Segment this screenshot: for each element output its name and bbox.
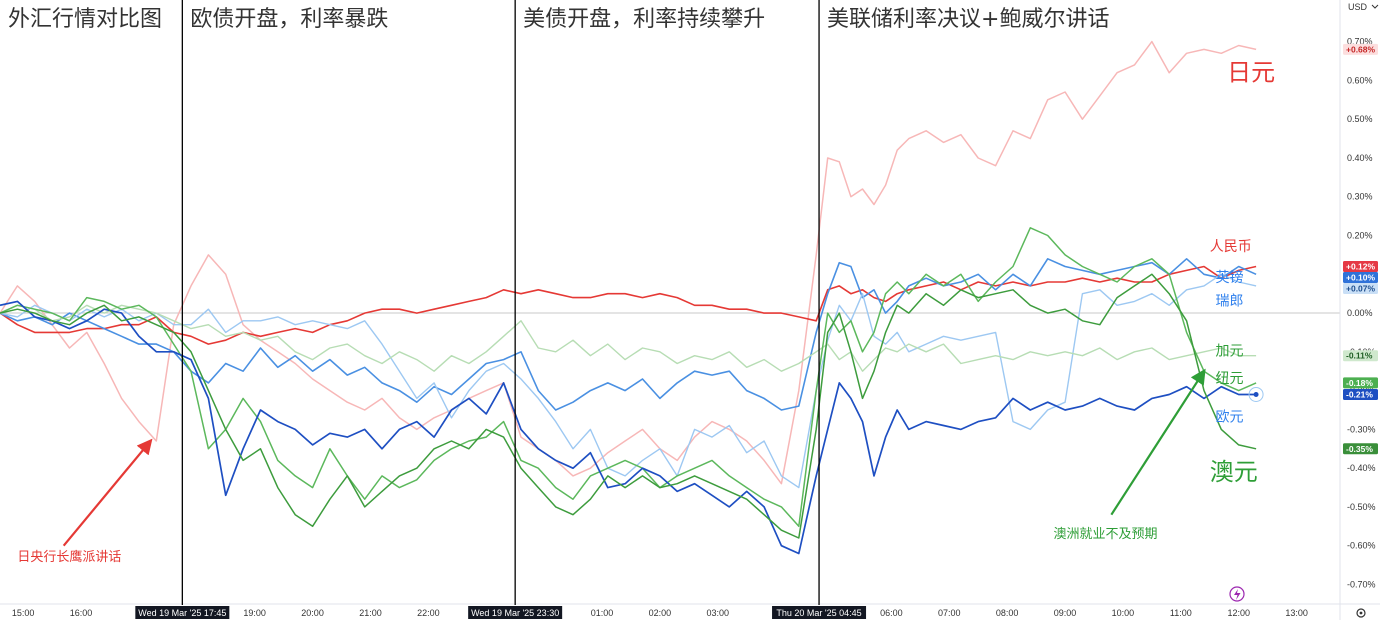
- series-label: 纽元: [1216, 371, 1244, 387]
- y-tick-label: -0.60%: [1347, 541, 1376, 551]
- y-tick-label: -0.70%: [1347, 579, 1376, 589]
- x-tick-label: 07:00: [938, 608, 961, 618]
- series-layer: [0, 40, 1264, 555]
- chevron-down-icon[interactable]: [1371, 4, 1379, 9]
- series-line-2: [0, 258, 1257, 411]
- last-value-badge-text: -0.18%: [1346, 378, 1373, 388]
- segment-title: 美联储利率决议+鲍威尔讲话: [827, 7, 1109, 32]
- series-label: 欧元: [1216, 410, 1244, 426]
- divider-time-label: Thu 20 Mar '25 04:45: [776, 608, 861, 618]
- x-tick-label: 20:00: [301, 608, 324, 618]
- last-value-badge: [1343, 388, 1378, 400]
- segment-title: 美债开盘，利率持续攀升: [523, 7, 765, 32]
- last-value-badge: [1343, 350, 1378, 362]
- x-axis: 15:00 16:00 19:00 20:00 21:00 22:00 01:00 02:00…: [12, 606, 1308, 619]
- last-value-badge-text: +0.12%: [1346, 262, 1376, 272]
- divider-time-label: Wed 19 Mar '25 23:30: [471, 608, 559, 618]
- x-tick-label: 13:00: [1285, 608, 1308, 618]
- last-value-badge-text: -0.11%: [1346, 351, 1373, 361]
- y-tick-label: 0.60%: [1347, 75, 1373, 85]
- series-line-4: [0, 304, 1257, 372]
- series-label: 澳元: [1210, 458, 1258, 486]
- x-tick-label: 21:00: [359, 608, 382, 618]
- y-tick-label: -0.30%: [1347, 424, 1376, 434]
- x-tick-label: 12:00: [1227, 608, 1250, 618]
- lightning-icon[interactable]: [1229, 586, 1245, 602]
- series-label: 加元: [1216, 344, 1244, 360]
- lightning-icon-button[interactable]: [1229, 586, 1245, 602]
- currency-selector[interactable]: USD: [1348, 2, 1379, 12]
- annotation-arrow: [62, 438, 153, 547]
- x-tick-label: 11:00: [1170, 608, 1192, 618]
- annotation-arrow: [1110, 368, 1206, 516]
- gear-icon[interactable]: [1356, 608, 1366, 618]
- x-tick-label: 03:00: [706, 608, 729, 618]
- last-value-badge-text: +0.07%: [1346, 284, 1376, 294]
- series-label: 英镑: [1216, 269, 1244, 286]
- y-tick-label: -0.50%: [1347, 502, 1376, 512]
- y-tick-label: 0.20%: [1347, 231, 1373, 241]
- series-label: 日元: [1227, 58, 1275, 86]
- last-value-badge: [1343, 43, 1378, 55]
- last-value-badge-text: +0.68%: [1346, 44, 1376, 54]
- divider-layer: [181, 0, 820, 605]
- x-tick-label: 06:00: [880, 608, 903, 618]
- currency-selector-value[interactable]: USD: [1348, 2, 1368, 12]
- series-line-5: [0, 227, 1257, 528]
- x-tick-label: 15:00: [12, 608, 35, 618]
- series-line-0: [0, 40, 1257, 485]
- y-tick-label: 0.00%: [1347, 308, 1373, 318]
- y-tick-label: 0.70%: [1347, 37, 1373, 47]
- last-value-badge-text: -0.21%: [1346, 389, 1373, 399]
- annotation-text: 澳洲就业不及预期: [1053, 526, 1157, 542]
- last-value-badge: [1343, 261, 1378, 273]
- series-line-3: [0, 273, 1257, 489]
- last-value-badge: [1343, 443, 1378, 455]
- y-axis: 0.70%0.60%0.50%0.40%0.30%0.20%0.10%0.00%…: [1343, 37, 1378, 589]
- last-value-badge-text: +0.10%: [1346, 273, 1376, 283]
- x-tick-label: 08:00: [996, 608, 1019, 618]
- series-label: 人民币: [1210, 239, 1252, 255]
- x-tick-label: 02:00: [649, 608, 672, 618]
- x-tick-label: 10:00: [1112, 608, 1135, 618]
- series-label: 瑞郎: [1216, 293, 1244, 309]
- series-line-1: [0, 265, 1257, 345]
- x-tick-label: 09:00: [1054, 608, 1077, 618]
- x-tick-label: 22:00: [417, 608, 440, 618]
- last-value-badge: [1343, 283, 1378, 295]
- series-end-marker: [1253, 391, 1259, 397]
- chart-title: 外汇行情对比图: [8, 7, 162, 32]
- settings-button[interactable]: [1356, 608, 1366, 618]
- x-tick-label: 19:00: [243, 608, 266, 618]
- series-line-6: [0, 300, 1257, 555]
- segment-titles: 外汇行情对比图 欧债开盘，利率暴跌 美债开盘，利率持续攀升 美联储利率决议+鲍威尔讲话: [8, 7, 1109, 32]
- y-tick-label: 0.40%: [1347, 153, 1373, 163]
- annotation-layer: 日央行长鹰派讲话 澳洲就业不及预期: [17, 368, 1206, 565]
- annotation-text: 日央行长鹰派讲话: [17, 549, 121, 565]
- y-tick-label: -0.40%: [1347, 463, 1376, 473]
- segment-title: 欧债开盘，利率暴跌: [190, 7, 388, 32]
- divider-time-badge: [468, 606, 563, 619]
- divider-time-label: Wed 19 Mar '25 17:45: [138, 608, 226, 618]
- x-tick-label: 16:00: [70, 608, 93, 618]
- last-value-badge-text: -0.35%: [1346, 444, 1373, 454]
- y-tick-label: 0.30%: [1347, 192, 1373, 202]
- series-end-marker-ring: [1248, 386, 1264, 402]
- divider-time-badge: [135, 606, 230, 619]
- divider-time-badge: [772, 606, 867, 619]
- series-line-7: [0, 273, 1257, 539]
- x-tick-label: 01:00: [591, 608, 614, 618]
- last-value-badge: [1343, 272, 1378, 284]
- y-tick-label: 0.50%: [1347, 114, 1373, 124]
- last-value-badge: [1343, 377, 1378, 389]
